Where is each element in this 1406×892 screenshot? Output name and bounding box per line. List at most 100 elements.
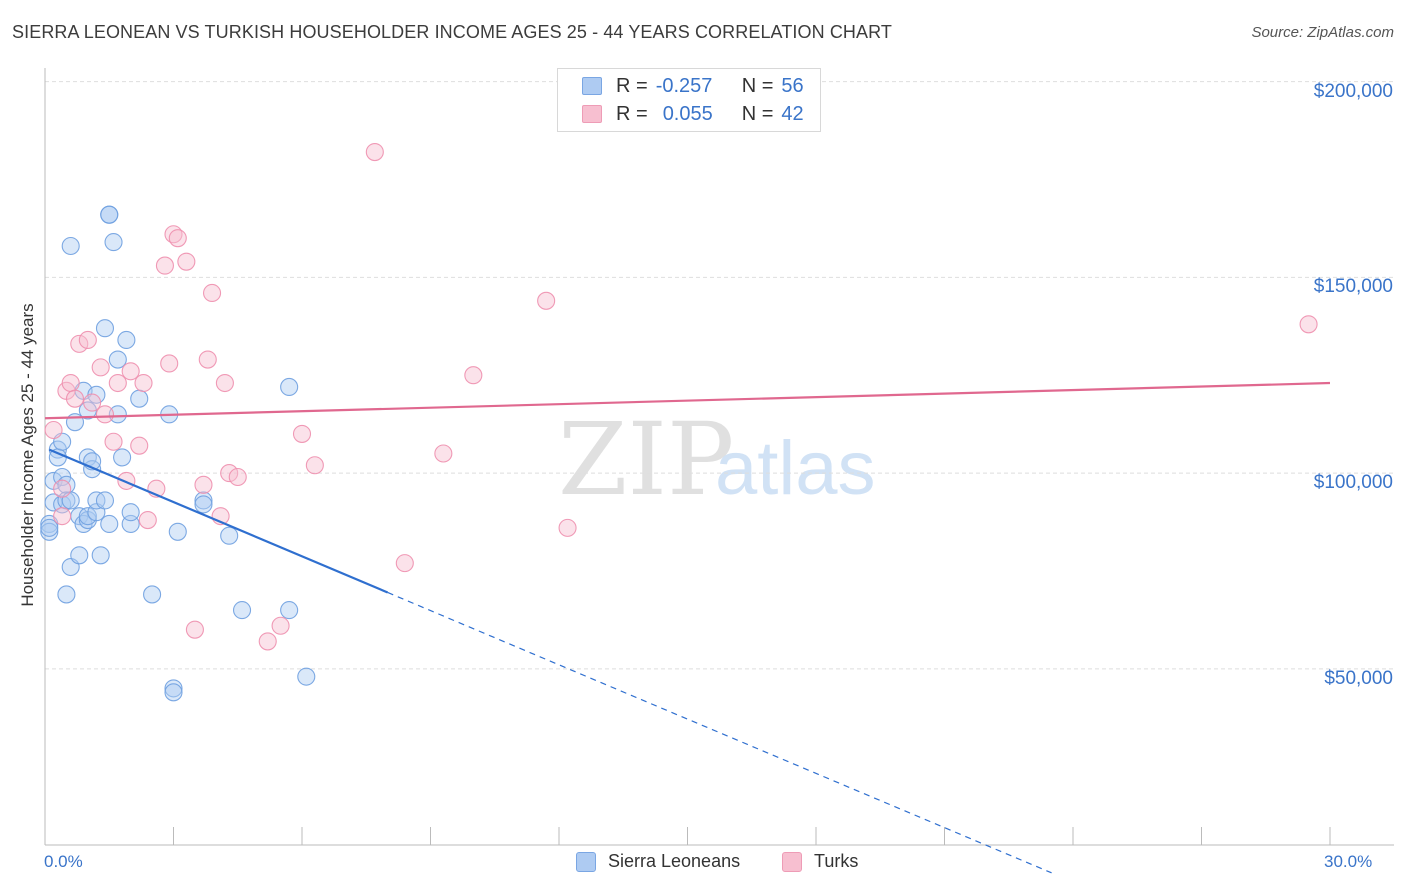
n-value: 56 <box>781 74 804 97</box>
turk-point <box>53 479 72 498</box>
sierra-leonean-trend-line-extension <box>387 591 1052 874</box>
sierra-leonean-point <box>143 585 162 604</box>
turk-point <box>292 424 312 443</box>
sierra-leonean-point <box>57 585 76 604</box>
sierra-leonean-point <box>194 495 213 514</box>
turk-point <box>258 632 277 651</box>
sierra-leonean-point <box>232 601 252 620</box>
turk-point <box>228 467 247 487</box>
sierra-leonean-point <box>113 448 132 467</box>
sierra-leonean-point <box>117 330 136 350</box>
r-label: R = <box>616 74 648 97</box>
turk-point <box>305 456 324 475</box>
legend-label: Turks <box>814 851 859 871</box>
sierra-leonean-point <box>121 503 140 522</box>
stats-legend: R = -0.257 N = 56 R = 0.055 N = 42 <box>557 68 821 132</box>
y-tick-label: $50,000 <box>1324 667 1393 689</box>
y-tick-label: $200,000 <box>1313 80 1393 102</box>
turk-point <box>395 554 414 573</box>
watermark-zip: ZIP <box>558 401 734 518</box>
sierra-leonean-point <box>164 683 183 702</box>
sierra-leonean-point <box>91 546 110 565</box>
legend-item-sierra-leoneans[interactable]: Sierra Leoneans <box>576 851 740 872</box>
r-value: -0.257 <box>655 74 713 97</box>
legend-swatch-turks <box>582 105 602 123</box>
turk-point <box>130 436 149 455</box>
turk-point <box>464 366 483 385</box>
n-label: N = <box>741 102 774 125</box>
legend-swatch-sierra-leoneans <box>582 77 602 95</box>
legend-item-turks[interactable]: Turks <box>782 851 858 872</box>
turk-point <box>65 389 85 408</box>
y-tick-label: $100,000 <box>1313 472 1393 494</box>
turk-point <box>203 283 222 303</box>
n-label: N = <box>741 74 774 97</box>
legend-swatch-turks <box>782 851 802 872</box>
sierra-leonean-point <box>70 546 89 565</box>
sierra-leonean-point <box>100 514 119 534</box>
sierra-leonean-point <box>220 526 239 545</box>
turk-point <box>194 475 213 494</box>
turk-point <box>160 354 179 373</box>
turk-point <box>44 420 63 440</box>
legend-label: Sierra Leoneans <box>608 851 741 871</box>
watermark-atlas: atlas <box>715 426 876 511</box>
trend-lines <box>44 381 1331 874</box>
turk-point <box>220 464 239 483</box>
chart-source: Source: ZipAtlas.com <box>1251 24 1394 41</box>
turk-point <box>108 373 127 393</box>
r-label: R = <box>616 102 648 125</box>
sierra-leonean-point <box>164 679 183 698</box>
sierra-leonean-point <box>168 522 187 541</box>
turk-point <box>134 373 153 393</box>
turk-point <box>185 620 204 639</box>
grid-lines <box>45 81 1394 670</box>
turk-trend-line <box>44 381 1331 420</box>
data-points <box>40 142 1318 702</box>
sierra-leonean-point <box>130 389 149 408</box>
turk-point <box>155 256 174 275</box>
legend-swatch-sierra-leoneans <box>576 851 596 872</box>
sierra-leonean-point <box>100 205 119 224</box>
sierra-leonean-point <box>108 405 127 424</box>
sierra-leonean-point <box>95 319 115 338</box>
turk-point <box>177 252 196 271</box>
axes <box>44 68 1394 846</box>
turk-point <box>121 362 140 381</box>
turk-point <box>558 518 577 537</box>
turk-point <box>70 334 89 353</box>
turk-point <box>117 471 136 490</box>
n-value: 42 <box>781 102 804 125</box>
stats-legend-row-turks: R = 0.055 N = 42 <box>582 101 804 127</box>
turk-point <box>434 444 453 463</box>
turk-point <box>61 373 80 393</box>
turk-point <box>271 616 290 635</box>
sierra-leonean-point <box>108 350 127 369</box>
sierra-leonean-point <box>61 236 80 256</box>
turk-point <box>198 350 217 369</box>
chart-title: SIERRA LEONEAN VS TURKISH HOUSEHOLDER IN… <box>12 22 892 42</box>
sierra-leonean-point <box>40 522 59 541</box>
sierra-leonean-point <box>104 233 123 252</box>
turk-point <box>138 511 157 530</box>
stats-legend-row-sierra-leoneans: R = -0.257 N = 56 <box>582 73 804 99</box>
turk-point <box>95 405 115 424</box>
sierra-leonean-point <box>280 377 299 396</box>
sierra-leonean-trend-line <box>48 448 389 594</box>
turk-point <box>537 291 556 310</box>
sierra-leonean-point <box>297 667 316 686</box>
sierra-leonean-point <box>280 601 299 620</box>
x-tick-label-min: 0.0% <box>44 852 83 871</box>
turk-point <box>78 330 97 350</box>
turk-point <box>1299 315 1318 334</box>
r-value: 0.055 <box>662 102 713 125</box>
turk-point <box>83 393 102 412</box>
turk-point <box>53 507 72 526</box>
turk-point <box>168 229 187 248</box>
turk-point <box>215 373 234 393</box>
sierra-leonean-point <box>78 507 97 526</box>
turk-point <box>104 432 123 451</box>
turk-point <box>365 142 384 162</box>
sierra-leonean-point <box>194 491 213 510</box>
